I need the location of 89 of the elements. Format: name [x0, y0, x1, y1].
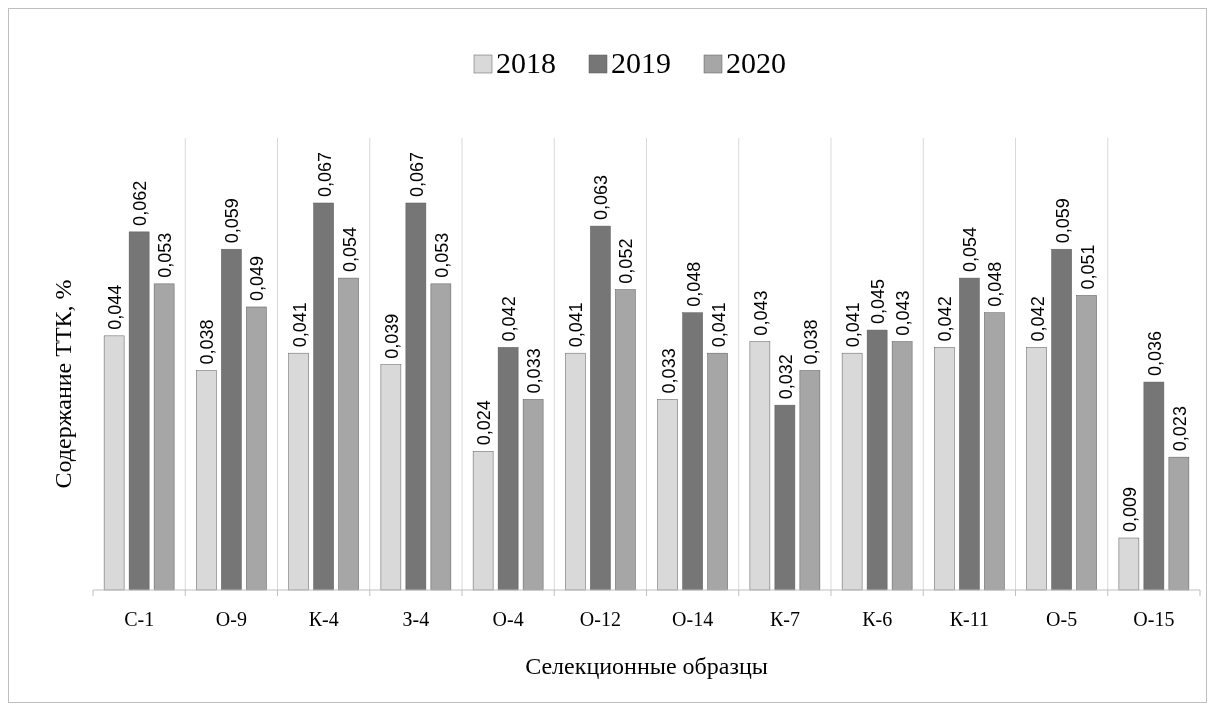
- data-label: 0,038: [197, 319, 218, 365]
- x-tick-label: О-4: [492, 608, 524, 630]
- bar: [799, 370, 821, 591]
- data-label: 0,059: [1052, 198, 1073, 244]
- bar: [749, 341, 771, 591]
- bar: [707, 352, 728, 591]
- data-label: 0,067: [406, 151, 427, 197]
- bar: [1051, 248, 1072, 591]
- bar: [522, 399, 544, 591]
- data-label: 0,033: [658, 348, 679, 394]
- data-label: 0,067: [314, 151, 335, 197]
- bar: [288, 352, 309, 591]
- data-label: 0,048: [683, 261, 704, 307]
- bar: [128, 231, 150, 591]
- bar: [565, 352, 586, 591]
- x-tick-label: К-6: [862, 608, 893, 630]
- bar: [866, 329, 888, 591]
- data-label: 0,036: [1144, 331, 1165, 377]
- data-label: 0,041: [708, 302, 729, 348]
- x-tick-label: О-5: [1046, 608, 1078, 630]
- legend-label: 2020: [726, 46, 786, 79]
- x-tick-label: О-9: [215, 608, 247, 630]
- bar: [615, 289, 636, 591]
- data-label: 0,038: [800, 319, 821, 365]
- bar: [221, 248, 242, 591]
- bar: [1118, 537, 1140, 591]
- bar: [472, 451, 494, 591]
- data-label: 0,044: [105, 284, 126, 330]
- data-label: 0,048: [985, 261, 1006, 307]
- bar: [338, 277, 359, 591]
- data-label: 0,023: [1169, 406, 1190, 452]
- data-label: 0,009: [1119, 486, 1140, 533]
- data-label: 0,042: [1027, 296, 1048, 342]
- x-tick-label: К-11: [949, 608, 990, 630]
- data-label: 0,041: [843, 302, 864, 348]
- data-label: 0,052: [616, 238, 637, 284]
- bar: [959, 277, 980, 591]
- data-label: 0,053: [431, 232, 452, 278]
- bar: [497, 347, 519, 591]
- bar: [1143, 381, 1165, 591]
- data-label: 0,043: [750, 290, 771, 336]
- bar: [313, 202, 334, 591]
- bar: [380, 364, 402, 591]
- y-axis-title: Содержание ТТК, %: [50, 279, 76, 489]
- data-label: 0,042: [935, 296, 956, 342]
- bar: [682, 312, 703, 591]
- x-tick-label: С-1: [124, 608, 155, 630]
- x-tick-label: К-4: [308, 608, 339, 630]
- data-label: 0,024: [474, 400, 495, 446]
- data-label: 0,062: [130, 180, 151, 226]
- bar: [246, 306, 267, 591]
- bar: [774, 404, 796, 591]
- bar: [984, 312, 1005, 591]
- legend-label: 2019: [611, 46, 671, 79]
- data-label: 0,059: [222, 198, 243, 244]
- x-tick-label: О-14: [672, 608, 714, 630]
- bar: [891, 341, 913, 591]
- bar: [153, 283, 175, 591]
- data-label: 0,051: [1077, 244, 1098, 290]
- data-label: 0,054: [960, 227, 981, 273]
- bar: [196, 370, 217, 591]
- bar: [1076, 295, 1097, 591]
- bar: [934, 347, 955, 591]
- x-tick-label: О-15: [1133, 608, 1175, 630]
- bar: [1026, 347, 1047, 591]
- x-axis-title: Селекционные образцы: [525, 653, 768, 679]
- legend-label: 2018: [496, 46, 556, 79]
- data-label: 0,053: [155, 232, 176, 278]
- bar: [841, 352, 863, 591]
- bar: [405, 202, 427, 591]
- bar: [1168, 456, 1190, 591]
- data-label: 0,054: [339, 227, 360, 273]
- data-label: 0,049: [247, 255, 268, 301]
- bar: [430, 283, 452, 591]
- x-tick-label: К-7: [769, 608, 800, 630]
- bar: [103, 335, 125, 591]
- data-label: 0,032: [775, 354, 796, 400]
- x-tick-label: З-4: [402, 608, 430, 630]
- data-label: 0,041: [289, 302, 310, 348]
- data-label: 0,043: [893, 290, 914, 336]
- data-label: 0,039: [381, 313, 402, 359]
- bar: [590, 225, 611, 591]
- data-label: 0,041: [566, 302, 587, 348]
- data-label: 0,033: [524, 348, 545, 394]
- bar: [657, 399, 678, 591]
- data-label: 0,042: [499, 296, 520, 342]
- data-label: 0,063: [591, 175, 612, 221]
- data-label: 0,045: [868, 279, 889, 325]
- x-tick-label: О-12: [579, 608, 621, 630]
